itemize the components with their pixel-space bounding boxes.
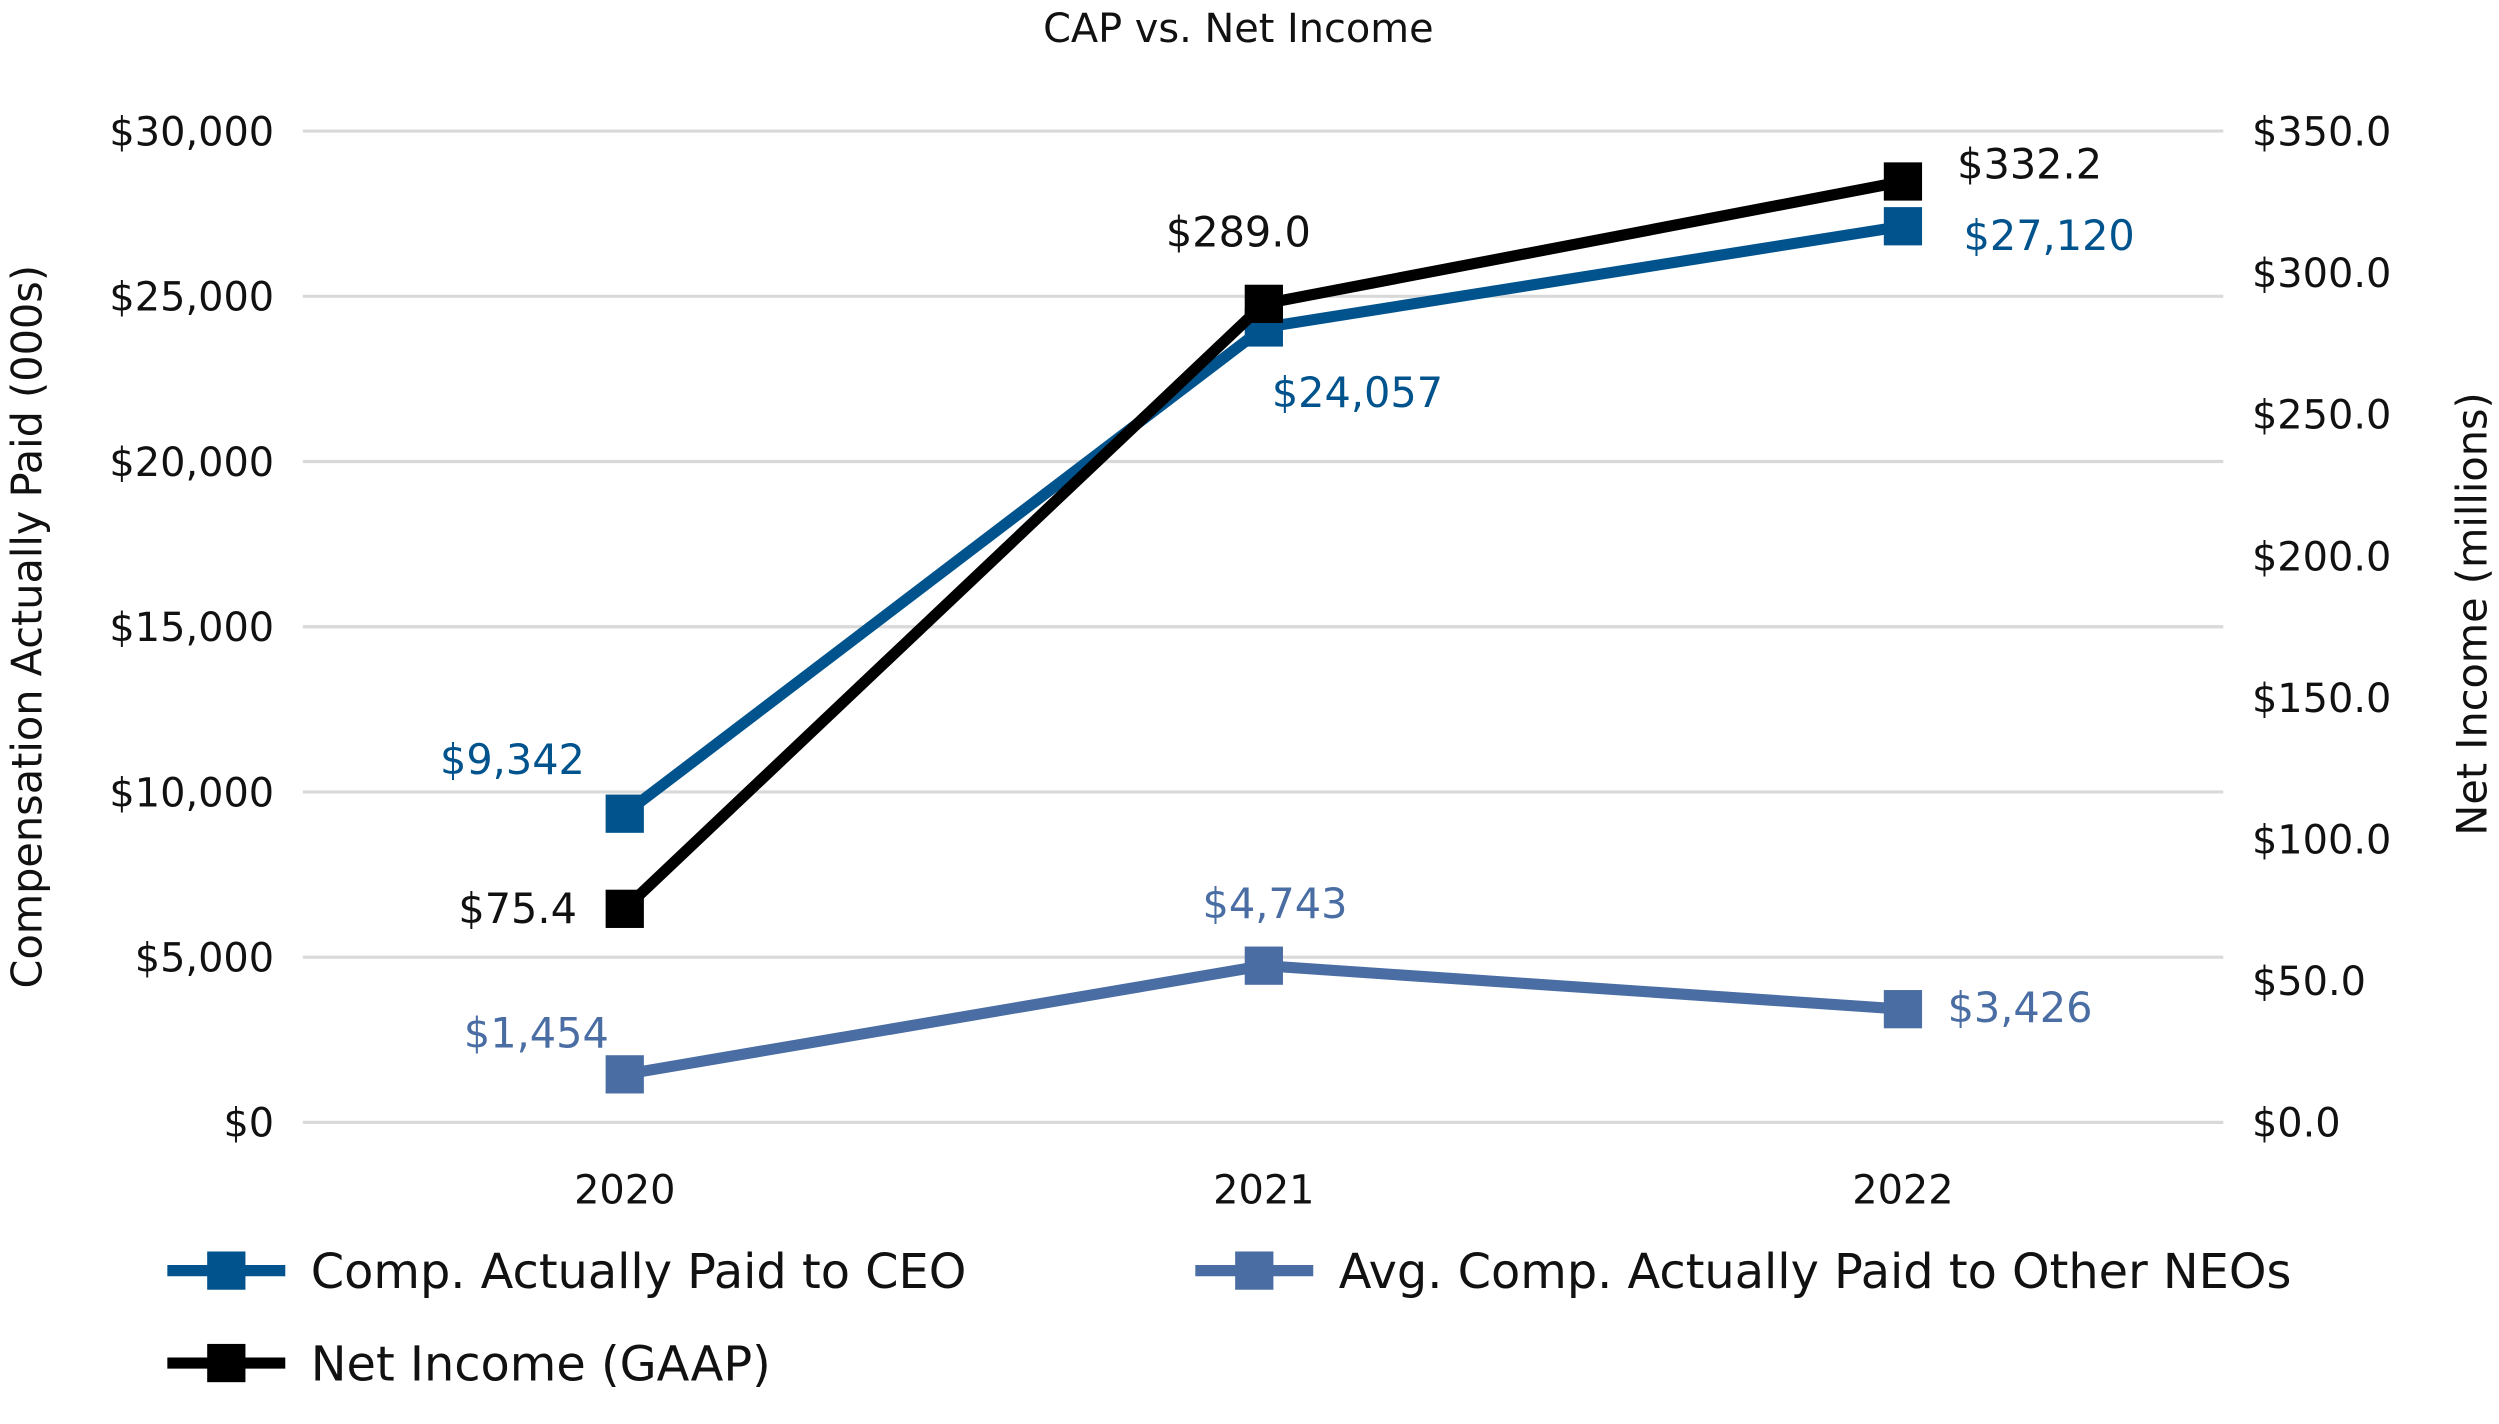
data-point-marker: [1883, 162, 1923, 201]
right-axis-ticks: $0.0 $50.0 $100.0 $150.0 $200.0 $250.0 $300.0 $…: [2252, 109, 2391, 1146]
data-label: $1,454: [464, 1009, 609, 1057]
data-label: $289.0: [1166, 208, 1311, 256]
right-tick-label: $250.0: [2252, 393, 2391, 439]
left-axis-ticks: $0 $5,000 $10,000 $15,000 $20,000 $25,000 $30,…: [109, 109, 274, 1146]
data-point-marker: [1883, 207, 1923, 246]
left-tick-label: $10,000: [109, 770, 274, 816]
legend-swatch-marker: [1235, 1251, 1274, 1290]
left-tick-label: $30,000: [109, 109, 274, 155]
data-point-marker: [605, 794, 644, 833]
data-label: $27,120: [1964, 212, 2135, 260]
left-tick-label: $15,000: [109, 605, 274, 651]
data-label: $9,342: [440, 736, 585, 784]
left-tick-label: $25,000: [109, 275, 274, 321]
data-point-marker: [605, 889, 644, 928]
series-1: $1,454 $4,743 $3,426: [464, 880, 2093, 1094]
right-tick-label: $100.0: [2252, 818, 2391, 864]
legend-label: Avg. Comp. Actually Paid to Other NEOs: [1339, 1245, 2292, 1300]
legend-item: Net Income (GAAP): [167, 1338, 771, 1393]
legend-item: Comp. Actually Paid to CEO: [167, 1245, 966, 1300]
left-tick-label: $20,000: [109, 440, 274, 486]
legend-item: Avg. Comp. Actually Paid to Other NEOs: [1195, 1245, 2291, 1300]
legend-label: Net Income (GAAP): [311, 1338, 771, 1393]
x-axis-ticks: 2020 2021 2022: [574, 1168, 1954, 1214]
data-point-marker: [605, 1055, 644, 1094]
data-point-marker: [1244, 284, 1283, 323]
right-tick-label: $50.0: [2252, 959, 2366, 1005]
x-tick-label: 2020: [574, 1168, 675, 1214]
right-tick-label: $0.0: [2252, 1101, 2341, 1147]
legend-swatch-marker: [207, 1251, 246, 1290]
legend: Comp. Actually Paid to CEO Avg. Comp. Act…: [167, 1245, 2291, 1393]
data-label: $24,057: [1272, 369, 1443, 417]
data-label: $75.4: [458, 885, 577, 933]
legend-swatch-marker: [207, 1343, 246, 1383]
series-2: $75.4 $289.0 $332.2: [458, 140, 2102, 933]
left-tick-label: $0: [223, 1101, 274, 1147]
right-tick-label: $200.0: [2252, 534, 2391, 580]
data-point-marker: [1883, 990, 1923, 1029]
data-label: $3,426: [1948, 984, 2093, 1032]
right-tick-label: $150.0: [2252, 676, 2391, 722]
left-tick-label: $5,000: [135, 936, 274, 982]
series-group: $1,454$4,743$3,426$9,342$24,057$27,120$7…: [440, 140, 2135, 1094]
series-0: $9,342 $24,057 $27,120: [440, 207, 2135, 833]
x-tick-label: 2021: [1213, 1168, 1314, 1214]
data-point-marker: [1244, 946, 1283, 985]
x-tick-label: 2022: [1852, 1168, 1953, 1214]
legend-label: Comp. Actually Paid to CEO: [311, 1245, 967, 1300]
right-axis-label: Net Income (millions): [2448, 392, 2496, 835]
chart-title: CAP vs. Net Income: [1043, 6, 1434, 52]
left-axis-label: Compensation Actually Paid (000s): [3, 265, 51, 989]
data-label: $332.2: [1957, 140, 2102, 188]
right-tick-label: $350.0: [2252, 109, 2391, 155]
right-tick-label: $300.0: [2252, 251, 2391, 297]
data-label: $4,743: [1203, 880, 1348, 928]
